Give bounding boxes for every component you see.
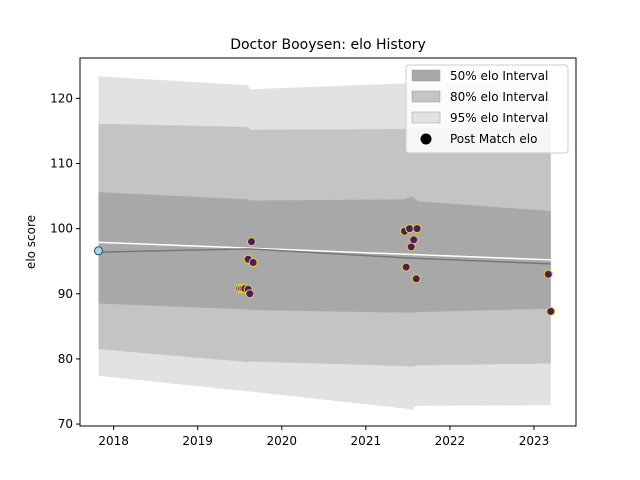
x-tick-label: 2023 [519, 434, 550, 448]
y-tick-label: 120 [50, 91, 73, 105]
legend-swatch-0 [411, 69, 441, 82]
y-axis-title: elo score [24, 215, 38, 269]
y-tick-label: 100 [50, 222, 73, 236]
y-tick-label: 70 [58, 417, 73, 431]
initial-elo-point [93, 246, 103, 256]
post-match-point-8 [248, 258, 258, 268]
legend-label-1: 80% elo Interval [450, 90, 548, 104]
y-axis: 70 80 90 100 110 120 [50, 91, 80, 431]
x-tick-label: 2021 [351, 434, 382, 448]
post-match-point-11 [405, 224, 415, 234]
axes-frame [79, 57, 577, 427]
post-match-point-17 [546, 306, 556, 316]
chart-title: Doctor Booysen: elo History [230, 37, 426, 53]
x-tick-label: 2020 [266, 434, 297, 448]
legend-swatch-1 [411, 90, 441, 103]
post-match-point-15 [412, 224, 422, 234]
post-match-points [93, 224, 556, 316]
legend-box [405, 64, 569, 154]
post-match-point-7 [246, 237, 256, 247]
legend-marker-3 [420, 133, 432, 145]
post-match-point-14 [411, 274, 421, 284]
plot-area [93, 76, 556, 410]
post-match-point-13 [409, 235, 419, 245]
post-match-point-16 [543, 269, 553, 279]
post-match-point-10 [401, 262, 411, 272]
confidence-bands [98, 76, 551, 410]
trend-line-1 [98, 248, 551, 265]
x-tick-label: 2022 [435, 434, 466, 448]
trend-lines [98, 241, 551, 265]
y-tick-label: 80 [58, 352, 73, 366]
legend-label-2: 95% elo Interval [450, 111, 548, 125]
legend-label-0: 50% elo Interval [450, 69, 548, 83]
post-match-point-6 [245, 289, 255, 299]
x-tick-label: 2018 [98, 434, 129, 448]
y-tick-label: 90 [58, 287, 73, 301]
x-axis: 2018 2019 2020 2021 2022 2023 [98, 426, 549, 448]
legend-label-3: Post Match elo [450, 132, 537, 146]
legend-swatch-2 [411, 111, 441, 124]
x-tick-label: 2019 [182, 434, 213, 448]
trend-line-0 [98, 241, 551, 261]
band-2 [98, 192, 551, 313]
legend: 50% elo Interval 80% elo Interval 95% elo … [405, 64, 569, 154]
y-tick-label: 110 [50, 157, 73, 171]
